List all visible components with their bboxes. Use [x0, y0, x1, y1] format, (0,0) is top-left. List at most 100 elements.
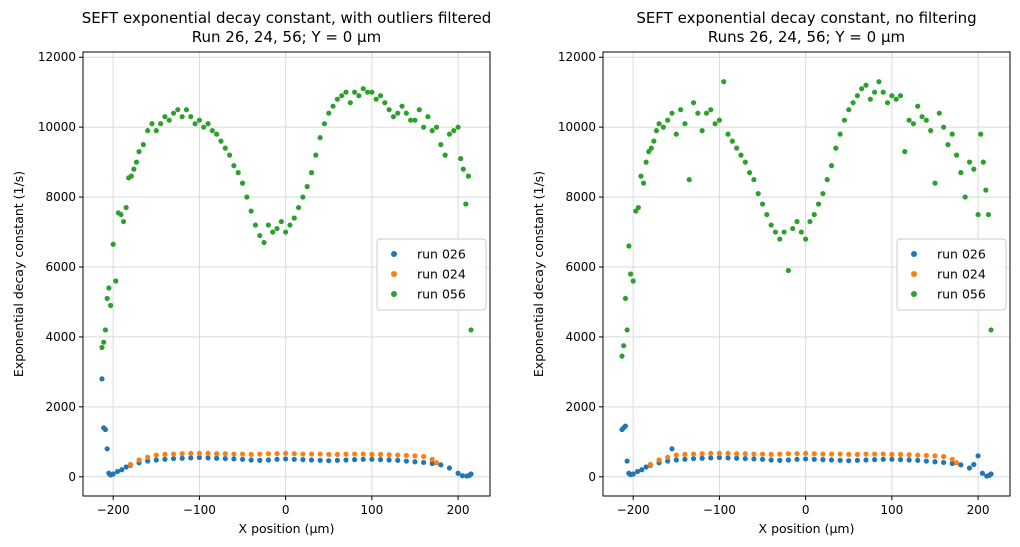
data-point — [421, 124, 427, 130]
legend-marker — [911, 291, 917, 297]
data-point — [248, 457, 254, 463]
data-point — [811, 456, 817, 462]
data-point — [846, 107, 852, 113]
data-point — [214, 455, 220, 461]
data-point — [794, 456, 800, 462]
data-point — [283, 450, 289, 456]
data-point — [218, 138, 224, 144]
y-tick-label: 12000 — [558, 50, 596, 64]
data-point — [634, 468, 641, 475]
data-point — [872, 457, 878, 463]
chart-2: −200 −100 0 100 2000200040006000800010000120… — [531, 9, 1011, 536]
data-point — [690, 100, 697, 106]
data-point — [854, 93, 860, 99]
x-tick-label: 100 — [880, 503, 903, 517]
data-point — [932, 459, 938, 465]
data-point — [123, 464, 129, 470]
data-point — [123, 204, 129, 211]
y-tick-label: 6000 — [565, 260, 596, 274]
x-tick-label: 0 — [802, 503, 810, 517]
data-point — [326, 110, 332, 116]
data-point — [759, 451, 766, 457]
data-point — [442, 152, 448, 158]
data-point — [257, 232, 263, 239]
data-point — [828, 457, 835, 463]
data-point — [403, 452, 409, 459]
data-point — [716, 117, 723, 123]
legend-marker — [911, 251, 917, 257]
data-point — [468, 327, 474, 333]
data-point — [343, 451, 349, 457]
y-tick-label: 8000 — [45, 190, 76, 204]
data-point — [395, 457, 401, 463]
axes-frame — [82, 51, 491, 497]
data-point — [403, 110, 409, 116]
data-point — [807, 218, 813, 225]
data-point — [429, 460, 435, 467]
data-point — [837, 131, 843, 137]
data-point — [104, 446, 110, 452]
data-point — [183, 107, 190, 113]
data-point — [321, 121, 328, 127]
data-point — [352, 451, 358, 457]
data-point — [214, 451, 220, 457]
data-point — [408, 117, 414, 123]
data-point — [803, 456, 809, 462]
data-point — [360, 86, 366, 92]
data-point — [356, 93, 362, 99]
series-run-024 — [647, 450, 960, 468]
data-point — [725, 131, 731, 137]
data-point — [244, 194, 250, 200]
data-point — [386, 107, 392, 113]
legend-label: run 026 — [417, 247, 466, 262]
data-point — [690, 455, 697, 462]
y-axis-label: Exponential decay constant (1/s) — [11, 171, 26, 377]
data-point — [889, 451, 895, 457]
data-point — [751, 177, 757, 183]
data-point — [906, 452, 912, 458]
data-point — [850, 100, 856, 106]
data-point — [347, 100, 353, 106]
series-run-056 — [99, 86, 474, 351]
data-point — [648, 145, 654, 151]
data-point — [179, 114, 185, 120]
x-axis-label: X position (µm) — [239, 521, 335, 536]
data-point — [274, 456, 280, 462]
series-run-056 — [619, 79, 994, 359]
data-point — [746, 170, 753, 176]
data-point — [300, 194, 306, 200]
data-point — [915, 452, 921, 458]
data-point — [949, 456, 955, 462]
data-point — [958, 170, 964, 176]
data-point — [859, 86, 865, 92]
legend-label: run 026 — [937, 247, 986, 262]
data-point — [377, 451, 384, 457]
series-run-026 — [619, 423, 994, 479]
data-point — [880, 451, 886, 457]
data-point — [209, 128, 215, 134]
chart-title: SEFT exponential decay constant, no filt… — [636, 9, 976, 27]
data-point — [127, 461, 134, 468]
data-point — [841, 117, 848, 123]
data-point — [162, 456, 168, 462]
data-point — [369, 451, 375, 457]
data-point — [803, 450, 809, 456]
data-point — [902, 149, 908, 155]
data-point — [412, 117, 418, 123]
data-point — [928, 128, 934, 134]
data-point — [360, 451, 366, 457]
data-point — [915, 103, 921, 109]
data-point — [777, 457, 783, 463]
data-point — [113, 278, 119, 284]
x-tick-label: 0 — [282, 503, 290, 517]
data-point — [958, 462, 964, 468]
data-point — [624, 458, 630, 464]
data-point — [915, 457, 921, 463]
legend-marker — [911, 271, 917, 277]
data-point — [962, 194, 968, 200]
data-point — [308, 457, 315, 463]
data-point — [265, 457, 271, 463]
data-point — [734, 451, 740, 457]
y-tick-label: 8000 — [565, 190, 596, 204]
data-point — [107, 302, 114, 309]
